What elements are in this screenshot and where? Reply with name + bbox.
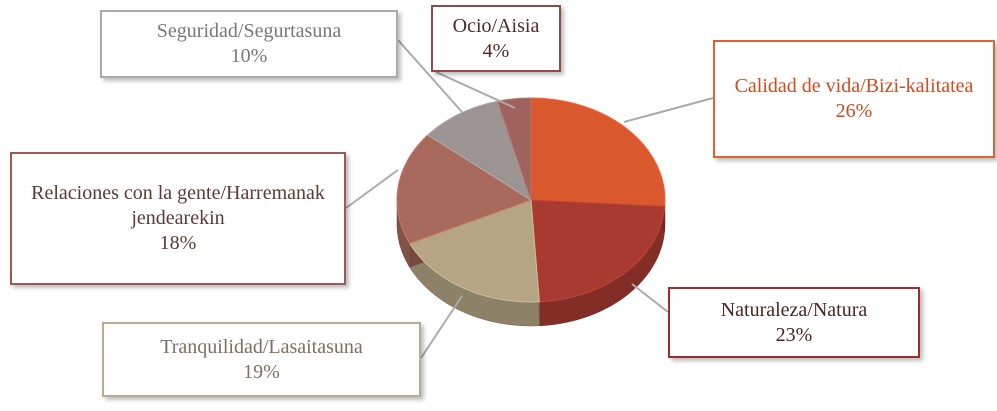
value-label: 19% bbox=[243, 360, 280, 383]
category-label: Tranquilidad/Lasaitasuna bbox=[160, 335, 363, 358]
leader-line bbox=[397, 39, 463, 113]
data-label-box: Tranquilidad/Lasaitasuna 19% bbox=[102, 322, 421, 397]
leader-line bbox=[345, 169, 399, 209]
value-label: 26% bbox=[835, 100, 873, 122]
category-label: Seguridad/Segurtasuna bbox=[156, 20, 342, 42]
category-label: Calidad de vida/Bizi-kalitatea bbox=[734, 75, 974, 97]
pie-slice bbox=[396, 134, 533, 245]
pie-slice bbox=[530, 199, 666, 303]
value-label: 23% bbox=[775, 323, 813, 346]
data-label-box: Seguridad/Segurtasuna 10% bbox=[100, 10, 398, 78]
data-label-box: Naturaleza/Natura 23% bbox=[668, 287, 920, 358]
pie-slice bbox=[497, 97, 532, 201]
value-label: 18% bbox=[159, 232, 197, 254]
pie-slice bbox=[409, 199, 540, 303]
pie-slice bbox=[426, 100, 532, 202]
leader-line bbox=[631, 283, 669, 313]
category-label: Naturaleza/Natura bbox=[720, 298, 868, 321]
leader-line bbox=[623, 97, 714, 123]
category-label: Ocio/Aisia bbox=[452, 14, 540, 37]
pie-slice bbox=[530, 97, 666, 207]
value-label: 10% bbox=[230, 45, 268, 67]
data-label-box: Ocio/Aisia 4% bbox=[431, 5, 561, 72]
leader-line bbox=[420, 295, 463, 359]
value-label: 4% bbox=[482, 39, 510, 62]
data-label-box: Relaciones con la gente/Harremanak jende… bbox=[10, 152, 346, 285]
data-label-box: Calidad de vida/Bizi-kalitatea 26% bbox=[713, 40, 995, 158]
category-label: Relaciones con la gente/Harremanak jende… bbox=[31, 182, 325, 229]
leader-line bbox=[435, 71, 516, 109]
